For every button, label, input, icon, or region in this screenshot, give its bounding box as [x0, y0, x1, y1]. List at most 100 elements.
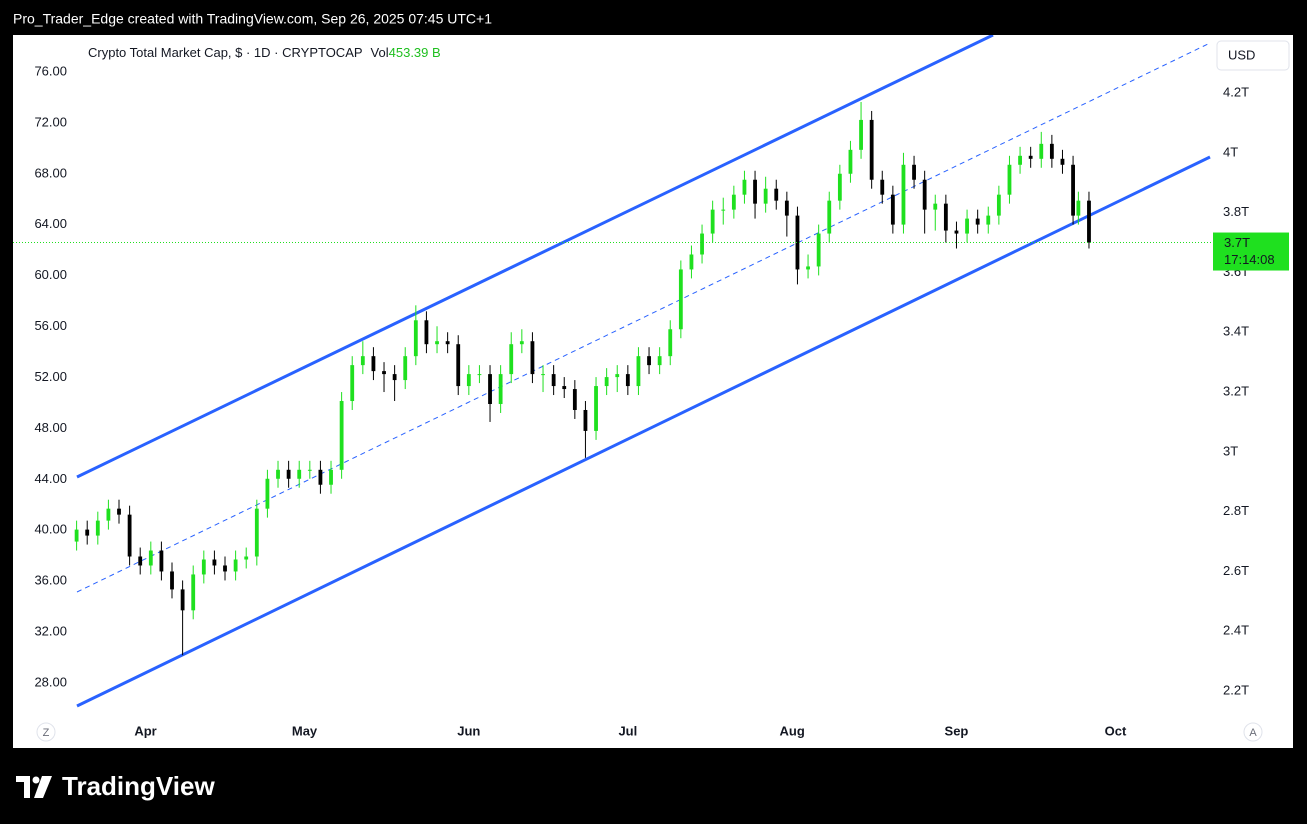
y2-tick-label: 44.00 — [34, 471, 67, 486]
candle-body — [74, 529, 79, 542]
x-tick-label: Jun — [457, 723, 480, 738]
candle-body — [456, 344, 461, 387]
candle-body — [519, 341, 524, 345]
candle-body — [106, 508, 111, 521]
candle-body — [435, 341, 439, 345]
candle-body — [223, 565, 227, 572]
candle-body — [382, 371, 386, 375]
candles — [13, 101, 1213, 656]
candle-body — [943, 203, 948, 231]
candle-body — [615, 374, 620, 378]
auto-button[interactable] — [1243, 722, 1263, 742]
candle-body — [742, 179, 747, 195]
candle-body — [339, 401, 344, 470]
candle-body — [806, 266, 810, 270]
zoom-button-label[interactable]: Z — [43, 727, 50, 739]
candle-body — [318, 469, 323, 485]
candle-body — [890, 194, 895, 225]
candle-body — [1028, 155, 1033, 159]
candle-body — [933, 203, 938, 210]
x-tick-label: Oct — [1105, 723, 1127, 738]
x-tick-label: May — [292, 723, 318, 738]
candle-body — [148, 550, 153, 566]
last-price-label: 3.7T — [1224, 235, 1250, 250]
volume-label: Vol — [371, 45, 389, 60]
y2-tick-label: 56.00 — [34, 318, 67, 333]
candle-body — [170, 571, 174, 590]
candle-body — [371, 356, 376, 372]
auto-button-label[interactable]: A — [1249, 727, 1257, 739]
last-price-tag — [1213, 232, 1289, 271]
candle-body — [138, 556, 143, 566]
candle-body — [509, 344, 514, 375]
y2-tick-label: 48.00 — [34, 420, 67, 435]
y-tick-label: 3.2T — [1223, 383, 1249, 398]
candle-body — [1087, 200, 1091, 243]
candle-body — [901, 164, 906, 225]
candle-body — [445, 341, 450, 345]
candle-body — [466, 374, 471, 387]
channel-lower — [76, 155, 1211, 708]
logo-icon — [16, 776, 30, 798]
logo: TradingView — [16, 771, 215, 801]
candle-body — [784, 200, 789, 216]
candle-body — [85, 529, 90, 536]
candle-body — [859, 119, 863, 150]
currency[interactable]: USD — [1228, 47, 1255, 62]
x-tick-label: Apr — [134, 723, 156, 738]
candle-body — [265, 478, 270, 509]
candle-body — [986, 215, 991, 225]
candle-body — [678, 269, 683, 330]
y-tick-label: 3T — [1223, 443, 1238, 458]
candle-body — [307, 469, 312, 471]
candle-body — [763, 188, 768, 204]
candle-body — [276, 469, 280, 479]
y2-tick-label: 60.00 — [34, 267, 67, 282]
y-tick-label: 2.6T — [1223, 563, 1249, 578]
candle-body — [403, 356, 408, 381]
candle-body — [668, 329, 673, 357]
candle-body — [604, 377, 609, 387]
candle-body — [424, 320, 429, 345]
candle-body — [816, 233, 821, 267]
candle-body — [1018, 155, 1022, 165]
candle-body — [127, 514, 132, 557]
candle-body — [880, 179, 885, 195]
logo-icon — [32, 776, 40, 784]
x-tick-label: Aug — [780, 723, 805, 738]
zoom-button[interactable] — [36, 722, 56, 742]
candle-body — [562, 386, 567, 390]
candle-body — [117, 508, 121, 515]
candle-body — [498, 374, 503, 405]
y2-tick-label: 28.00 — [34, 674, 67, 689]
currency-button[interactable] — [1216, 40, 1290, 71]
candle-body — [201, 559, 206, 575]
candle-body — [212, 559, 217, 566]
legend: Crypto Total Market Cap, $ · 1D · CRYPTO… — [88, 45, 441, 60]
candle-body — [413, 320, 418, 357]
y2-tick-label: 40.00 — [34, 522, 67, 537]
candle-body — [700, 233, 704, 255]
candle-body — [572, 389, 577, 410]
candle-body — [350, 365, 355, 402]
candle-body — [965, 218, 969, 234]
y-tick-label: 3.8T — [1223, 204, 1249, 219]
y2-tick-label: 36.00 — [34, 573, 67, 588]
y2-tick-label: 72.00 — [34, 114, 67, 129]
y-tick-label: 3.4T — [1223, 324, 1249, 339]
candle-body — [329, 469, 333, 485]
candle-body — [233, 559, 238, 572]
volume-value: 453.39 B — [389, 45, 441, 60]
y2-tick-label: 64.00 — [34, 216, 67, 231]
candle-body — [1039, 143, 1044, 159]
candle-body — [636, 356, 641, 387]
candle-body — [360, 356, 365, 366]
candle-body — [541, 374, 545, 376]
candle-body — [954, 230, 959, 234]
chart-panel — [13, 35, 1293, 748]
candle-body — [996, 194, 1001, 216]
legend-title: Crypto Total Market Cap, $ · 1D · CRYPTO… — [88, 45, 363, 60]
candle-body — [286, 469, 291, 479]
x-tick-label: Sep — [945, 723, 969, 738]
